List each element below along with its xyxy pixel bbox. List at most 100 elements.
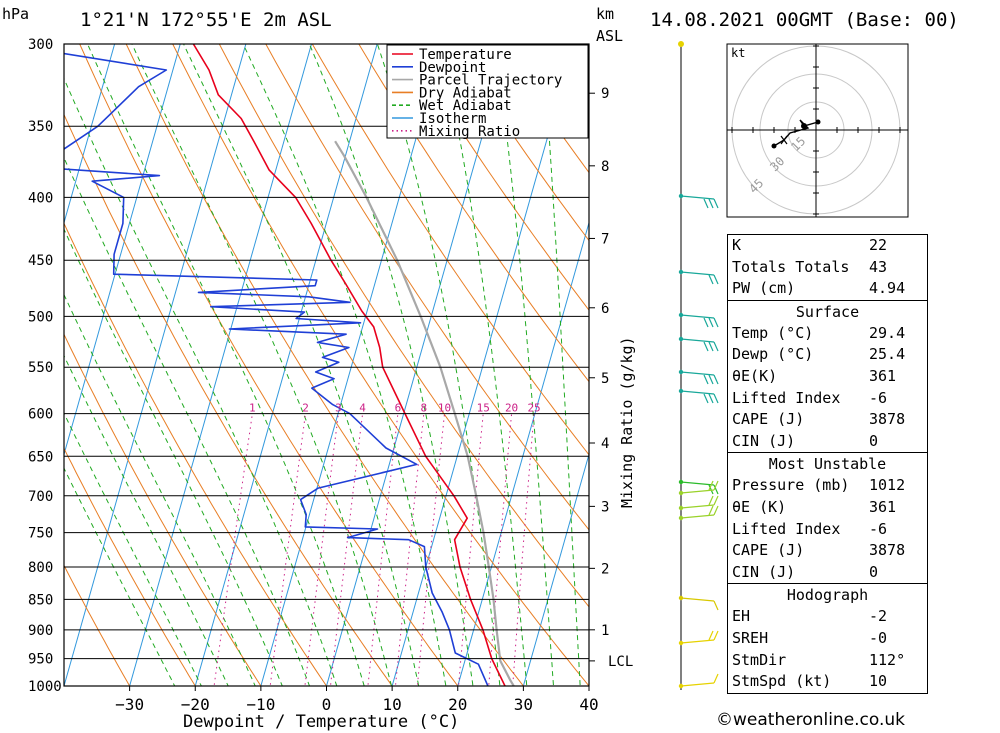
indices-rows: K 22 Totals Totals 43 PW (cm) 4.94 (728, 235, 927, 300)
hodograph-point (815, 119, 821, 125)
stat-row: CAPE (J) 3878 (728, 540, 927, 562)
dry-adiabat-line (64, 333, 262, 686)
mixing-ratio-line (488, 413, 513, 686)
pressure-tick-label: 900 (28, 623, 53, 639)
wind-barb-shaft (680, 314, 715, 319)
x-tick-label: 30 (514, 695, 533, 714)
pressure-tick-label: 800 (28, 560, 53, 576)
stat-row: θE (K) 361 (728, 497, 927, 519)
wind-barb-shaft (680, 514, 715, 519)
wind-barb-shaft (680, 481, 715, 486)
stat-row: StmDir 112° (728, 650, 927, 672)
x-tick-label: 20 (448, 695, 467, 714)
stat-row: Lifted Index -6 (728, 519, 927, 541)
copyright-text: ©weatheronline.co.uk (716, 710, 906, 730)
pressure-tick-label: 400 (28, 190, 53, 206)
stat-row: SREH -0 (728, 628, 927, 650)
wind-barb-flag (713, 495, 719, 506)
stat-row: CIN (J) 0 (728, 431, 927, 453)
wind-barb-flag (708, 317, 714, 328)
pressure-tick-label: 650 (28, 449, 53, 465)
mixing-ratio-label: 25 (527, 402, 540, 415)
mixing-ratio-label: 8 (421, 402, 428, 415)
stat-value: 43 (869, 257, 888, 276)
isotherm-line (194, 44, 378, 686)
legend-label: Dry Adiabat (419, 85, 512, 101)
stat-value: 1012 (869, 476, 906, 495)
dry-adiabat-line (311, 44, 589, 456)
stat-label: CIN (J) (732, 431, 796, 450)
legend-label: Wet Adiabat (419, 98, 512, 114)
pressure-unit-label: hPa (2, 5, 29, 23)
wind-barb-flag (708, 484, 714, 495)
stat-value: 3878 (869, 410, 906, 429)
dry-adiabat-line (64, 222, 328, 686)
wind-barb-flag (713, 198, 719, 209)
stat-value: 112° (869, 650, 906, 669)
stat-label: SREH (732, 628, 769, 647)
wind-barb-flag (703, 198, 709, 209)
stat-label: Dewp (°C) (732, 345, 814, 364)
stat-row: Totals Totals 43 (728, 257, 927, 279)
stat-value: 3878 (869, 541, 906, 560)
dry-adiabat-line (451, 44, 589, 242)
isotherm-line (64, 44, 247, 686)
stat-label: PW (cm) (732, 279, 796, 298)
mixing-ratio-line (329, 413, 364, 686)
stat-value: -6 (869, 519, 888, 538)
wet-adiabat-line (64, 354, 229, 686)
stat-row: EH -2 (728, 606, 927, 628)
wind-barb-flag (708, 374, 714, 385)
stat-value: 361 (869, 366, 897, 385)
isotherm-line (522, 452, 589, 686)
axes: 3003504004505005506006507007508008509009… (28, 37, 633, 714)
mixing-ratio-line (269, 413, 306, 686)
dry-adiabat-line (79, 44, 459, 686)
stat-label: CAPE (J) (732, 541, 805, 560)
x-tick-label: −30 (115, 695, 144, 714)
stat-row: Lifted Index -6 (728, 388, 927, 410)
pressure-tick-label: 450 (28, 253, 53, 269)
stat-label: θE(K) (732, 366, 778, 385)
stat-value: 10 (869, 672, 888, 691)
wind-barb-flag (713, 600, 719, 611)
wind-barb-flag (703, 393, 709, 404)
stat-label: Totals Totals (732, 257, 850, 276)
storm-motion-marker (780, 135, 788, 145)
wind-barb-flag (713, 317, 719, 328)
stat-label: θE (K) (732, 497, 787, 516)
wind-barb-flag (713, 393, 719, 404)
stat-value: 4.94 (869, 279, 906, 298)
mixing-ratio-line (394, 413, 425, 686)
hodograph-point (801, 123, 807, 129)
pressure-tick-label: 1000 (28, 679, 62, 695)
x-axis-title: Dewpoint / Temperature (°C) (183, 712, 459, 732)
pressure-tick-label: 750 (28, 526, 53, 542)
km-tick-label: 7 (601, 231, 609, 247)
mixing-ratio-label: 10 (438, 402, 451, 415)
plot-frame (63, 43, 590, 687)
stat-value: -6 (869, 388, 888, 407)
stat-label: Lifted Index (732, 519, 841, 538)
mixing-ratio-label: 3 (335, 402, 342, 415)
legend-label: Parcel Trajectory (419, 73, 562, 89)
dry-adiabat-line (125, 44, 525, 686)
series-parcel-trajectory (334, 140, 516, 686)
wind-barb-flag (708, 341, 714, 352)
wind-barb-shaft (680, 271, 715, 276)
mixing-ratio-line (304, 413, 339, 686)
pressure-tick-label: 300 (28, 37, 53, 53)
dry-adiabat-line (64, 447, 196, 686)
km-tick-label: 3 (601, 499, 609, 515)
stat-value: -0 (869, 628, 888, 647)
mixing-ratio-label: 1 (249, 402, 256, 415)
hodograph-point (771, 143, 777, 149)
wind-top-marker (678, 41, 684, 47)
stat-label: Temp (°C) (732, 323, 814, 342)
wind-barb-flag (708, 393, 714, 404)
isotherm-line (457, 220, 589, 686)
wet-adiabat-line (242, 44, 447, 686)
